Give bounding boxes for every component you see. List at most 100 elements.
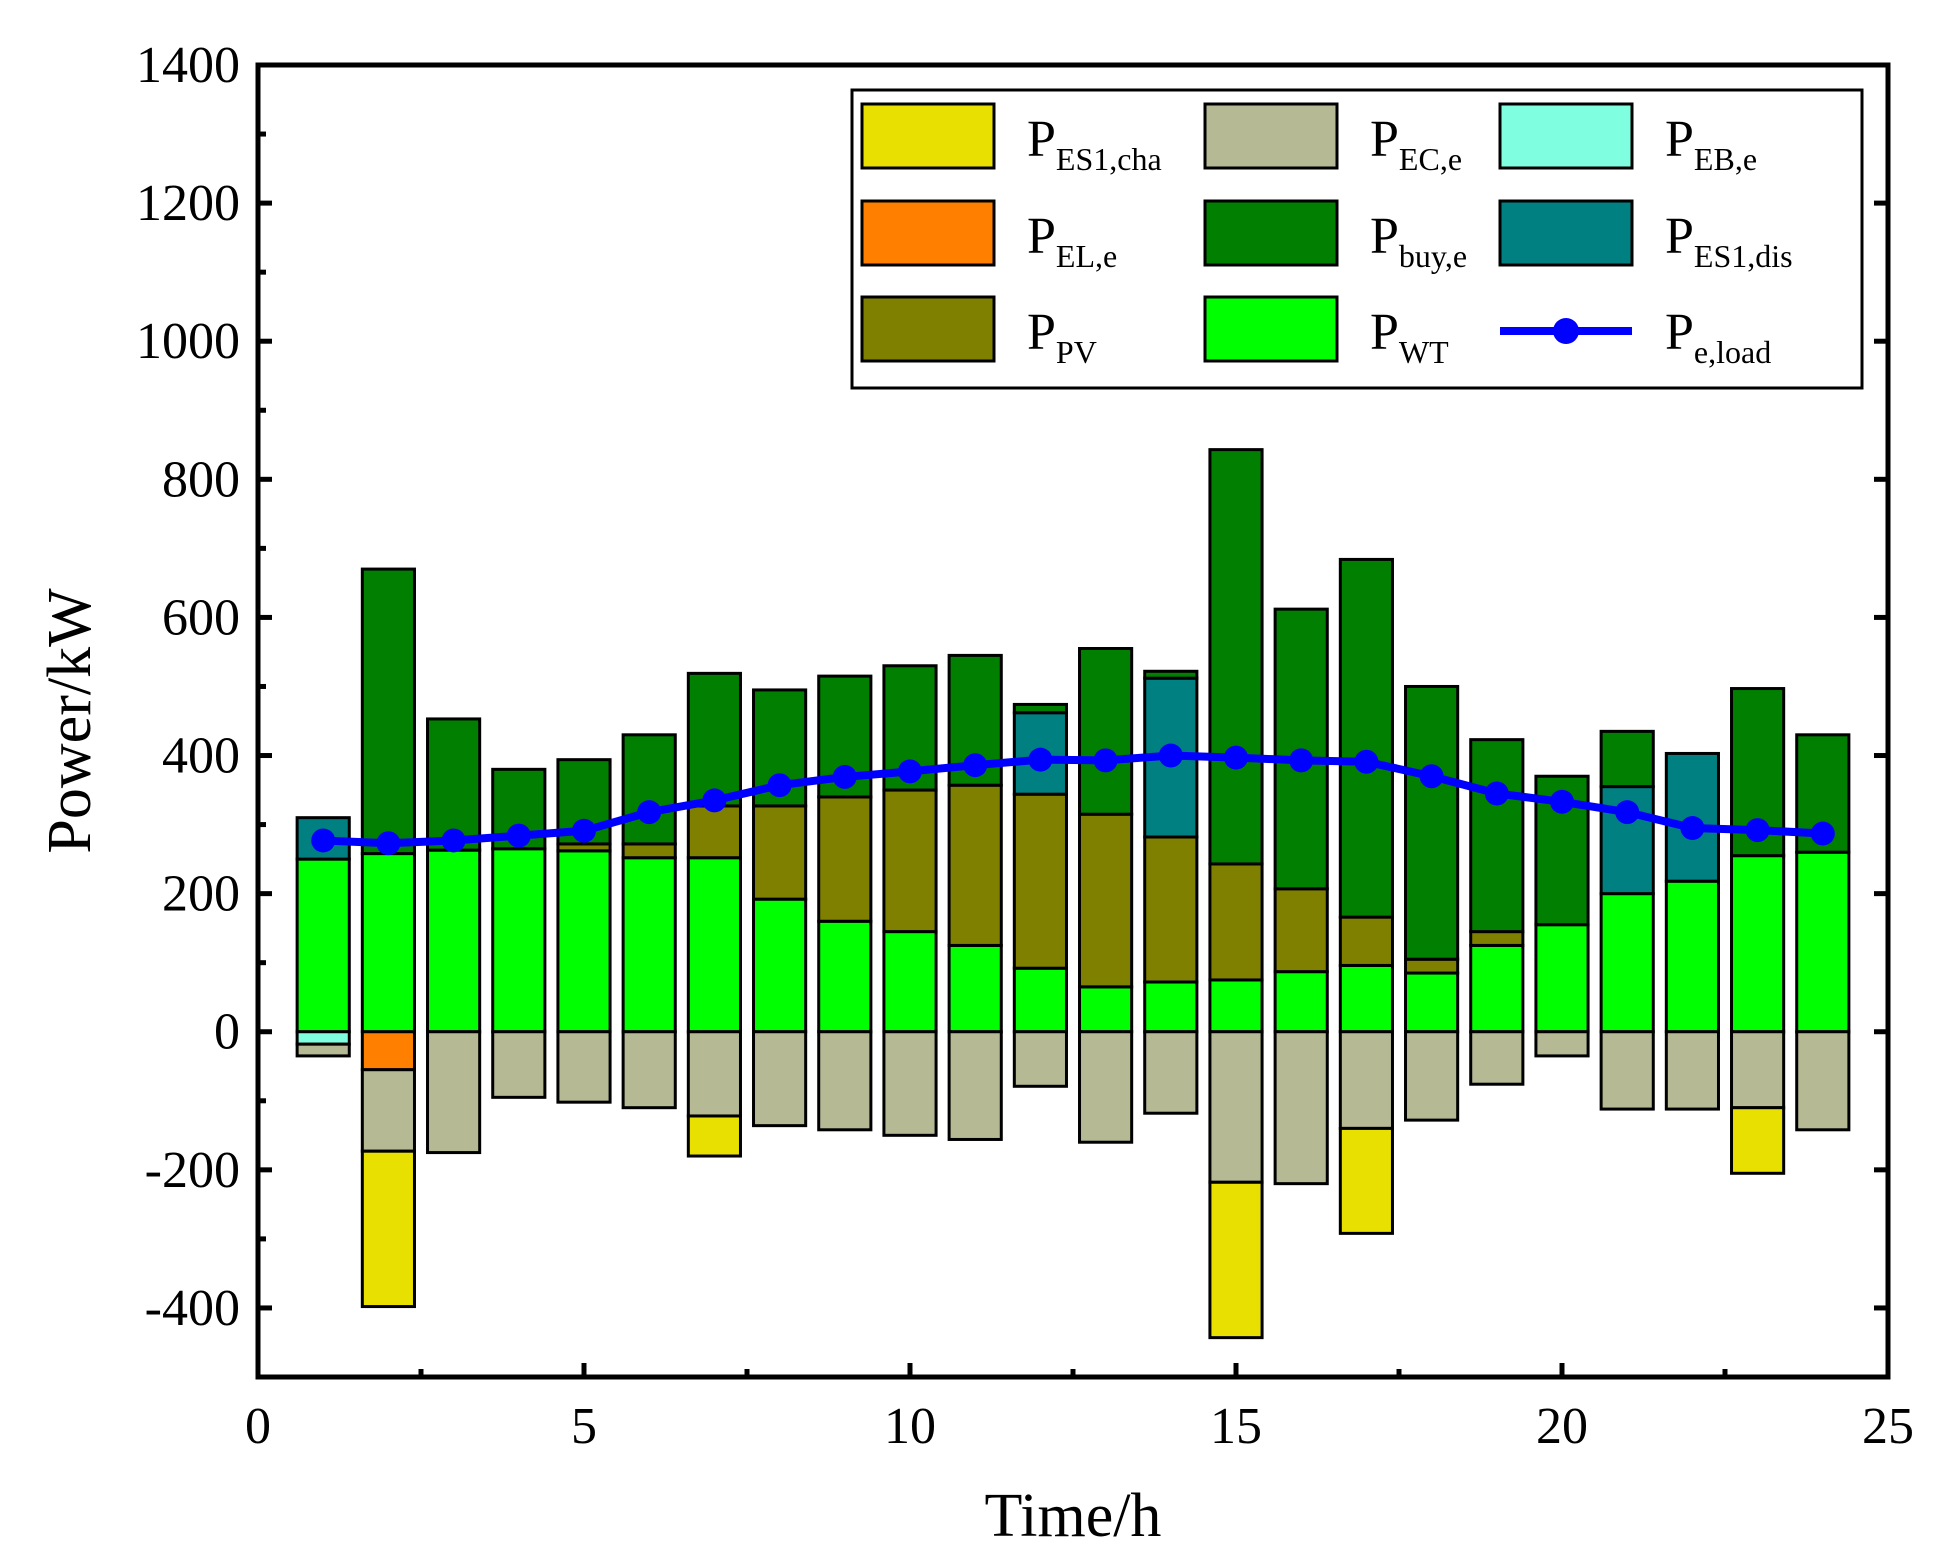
load-point-t21 <box>1615 800 1640 825</box>
legend-swatch-el <box>860 199 996 267</box>
legend-marker-load <box>1553 318 1579 344</box>
legend-swatch-pv <box>860 295 996 363</box>
bar-pv-t7 <box>686 804 742 860</box>
bar-wt-t9 <box>817 919 873 1034</box>
bar-pv-t9 <box>817 795 873 923</box>
bar-pv-t17 <box>1338 915 1394 967</box>
bar-wt-t20 <box>1534 923 1590 1034</box>
load-line-layer <box>311 743 1835 856</box>
bar-wt-t10 <box>882 930 938 1034</box>
bar-es1cha-t2 <box>360 1149 416 1309</box>
legend-swatch-wt <box>1203 295 1339 363</box>
bar-ec-t1 <box>295 1042 351 1058</box>
bar-pv-t13 <box>1078 812 1134 989</box>
legend-label-sub: EL,e <box>1056 238 1117 274</box>
bar-pv-t14 <box>1143 835 1199 984</box>
bar-pv-t11 <box>947 783 1003 947</box>
bar-pv-t6 <box>621 842 677 860</box>
legend-label-sub: ES1,dis <box>1694 238 1793 274</box>
load-point-t12 <box>1028 747 1053 772</box>
bar-wt-t5 <box>556 849 612 1034</box>
bar-pv-t12 <box>1012 792 1068 970</box>
legend-label-main: P <box>1370 304 1399 361</box>
bar-pv-t19 <box>1469 930 1525 947</box>
x-tick-label: 20 <box>1536 1398 1588 1455</box>
bar-buy-t12 <box>1012 702 1068 715</box>
bar-es1cha-t23 <box>1730 1106 1786 1175</box>
bar-ec-t3 <box>426 1030 482 1155</box>
bar-buy-t2 <box>360 567 416 856</box>
legend-label-sub: buy,e <box>1399 238 1467 274</box>
bar-buy-t14 <box>1143 669 1199 680</box>
bar-ec-t20 <box>1534 1030 1590 1058</box>
bar-eb-t1 <box>295 1030 351 1046</box>
legend-label-main: P <box>1027 304 1056 361</box>
bar-wt-t21 <box>1599 892 1655 1034</box>
bar-es1cha-t15 <box>1208 1180 1264 1340</box>
bar-buy-t6 <box>621 733 677 846</box>
x-tick-label: 25 <box>1862 1398 1914 1455</box>
x-axis-title: Time/h <box>985 1482 1162 1550</box>
y-tick-label: 1400 <box>136 37 240 94</box>
bar-wt-t12 <box>1012 966 1068 1034</box>
bar-buy-t15 <box>1208 448 1264 866</box>
bar-wt-t23 <box>1730 854 1786 1034</box>
x-tick-label: 15 <box>1210 1398 1262 1455</box>
legend-label-sub: ES1,cha <box>1056 141 1162 177</box>
y-tick-label: -400 <box>145 1280 240 1337</box>
bar-wt-t8 <box>752 897 808 1034</box>
legend-label-el: PEL,e <box>1027 208 1117 274</box>
bar-wt-t14 <box>1143 980 1199 1034</box>
legend-label-pv: PPV <box>1027 304 1097 370</box>
bar-ec-t19 <box>1469 1030 1525 1086</box>
bar-ec-t17 <box>1338 1030 1394 1130</box>
load-point-t5 <box>572 818 596 843</box>
bar-ec-t2 <box>360 1068 416 1153</box>
legend-label-es1cha: PES1,cha <box>1027 111 1162 177</box>
bar-ec-t11 <box>947 1030 1003 1141</box>
legend-label-main: P <box>1027 111 1056 168</box>
load-point-t14 <box>1158 743 1183 768</box>
bar-wt-t6 <box>621 856 677 1034</box>
bar-el-t2 <box>360 1030 416 1072</box>
legend-label-ec: PEC,e <box>1370 111 1462 177</box>
legend-swatch-buy <box>1203 199 1339 267</box>
bar-wt-t11 <box>947 943 1003 1034</box>
bar-wt-t13 <box>1078 985 1134 1034</box>
legend-swatch-ec <box>1203 102 1339 170</box>
bar-ec-t5 <box>556 1030 612 1104</box>
load-point-t18 <box>1419 764 1444 789</box>
bar-buy-t17 <box>1338 557 1394 919</box>
x-tick-label: 5 <box>571 1398 597 1455</box>
legend-label-sub: PV <box>1056 334 1097 370</box>
legend-label-wt: PWT <box>1370 304 1449 370</box>
bar-ec-t12 <box>1012 1030 1068 1088</box>
y-axis: -400 -200 0 200 400 600 800 1000 1200 1400 <box>136 37 1888 1380</box>
load-point-t9 <box>832 764 857 789</box>
load-point-t2 <box>376 831 401 856</box>
load-point-t7 <box>702 788 727 813</box>
legend-label-main: P <box>1665 111 1694 168</box>
bar-ec-t8 <box>752 1030 808 1128</box>
bar-wt-t3 <box>426 848 482 1034</box>
load-point-t1 <box>311 828 336 853</box>
legend-label-main: P <box>1665 208 1694 265</box>
load-point-t24 <box>1810 821 1835 846</box>
bar-ec-t14 <box>1143 1030 1199 1115</box>
bar-ec-t4 <box>491 1030 547 1099</box>
legend-label-sub: WT <box>1399 334 1449 370</box>
bar-ec-t13 <box>1078 1030 1134 1144</box>
legend-label-main: P <box>1370 111 1399 168</box>
bar-pv-t15 <box>1208 862 1264 982</box>
bar-es1cha-t7 <box>686 1114 742 1158</box>
bar-ec-t22 <box>1664 1030 1720 1111</box>
bar-buy-t7 <box>686 671 742 808</box>
bar-pv-t16 <box>1273 887 1329 974</box>
legend-label-sub: EC,e <box>1399 141 1462 177</box>
load-point-t23 <box>1745 818 1770 843</box>
legend-label-es1dis: PES1,dis <box>1665 208 1793 274</box>
legend-swatch-eb <box>1498 102 1634 170</box>
bar-ec-t7 <box>686 1030 742 1118</box>
bar-wt-t16 <box>1273 970 1329 1034</box>
